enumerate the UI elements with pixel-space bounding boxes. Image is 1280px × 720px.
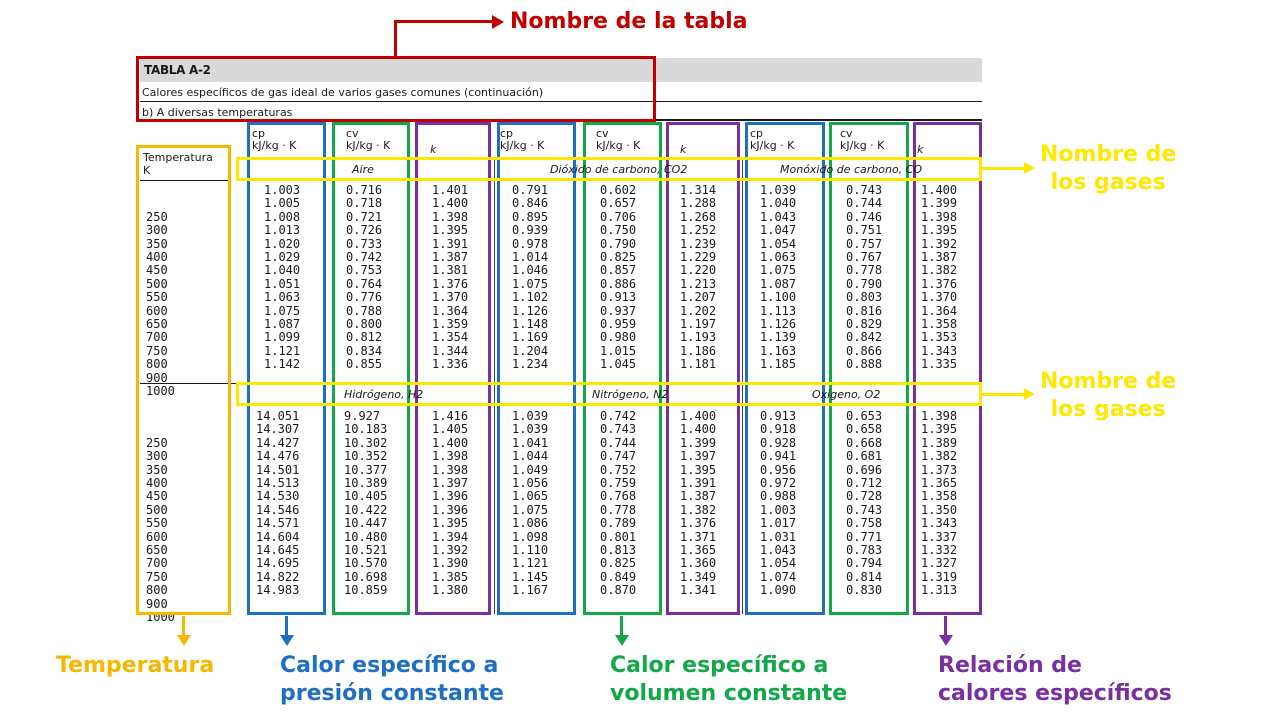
cp-highlight-co [745, 122, 825, 615]
temp-header-rule [140, 180, 228, 181]
n2-cv-values: 0.742 0.743 0.744 0.747 0.752 0.759 0.76… [600, 409, 637, 598]
gas-name-air: Aire [352, 163, 374, 176]
arrow-right-icon [492, 15, 504, 29]
col-header-cp-2: cp kJ/kg · K [500, 127, 545, 152]
arrow-right-icon [1024, 388, 1035, 400]
cp-highlight-air [247, 122, 326, 615]
h2-k-values: 1.416 1.405 1.400 1.398 1.398 1.397 1.39… [432, 409, 469, 598]
air-k-values: 1.401 1.400 1.398 1.395 1.391 1.387 1.38… [432, 183, 469, 372]
o2-cp-values: 0.913 0.918 0.928 0.941 0.956 0.972 0.98… [760, 409, 797, 598]
arrow-down-icon [939, 635, 953, 646]
h2-cp-values: 14.051 14.307 14.427 14.476 14.501 14.51… [256, 409, 300, 598]
group-divider-2 [742, 160, 743, 614]
table-name-line-h [394, 20, 494, 23]
table-name-highlight [136, 56, 656, 122]
arrow-down-icon [615, 635, 629, 646]
annotation-table-name: Nombre de la tabla [510, 9, 748, 34]
gas-name-co: Monóxido de carbono, CO [780, 163, 923, 176]
o2-cv-values: 0.653 0.658 0.668 0.681 0.696 0.712 0.72… [846, 409, 883, 598]
annotation-k: Relación de calores específicos [938, 653, 1172, 706]
cv-arrow-line [620, 616, 623, 636]
gas-name-h2: Hidrógeno, H2 [344, 388, 424, 401]
cv-highlight-air [332, 122, 410, 615]
table-title: TABLA A-2 [144, 63, 211, 77]
temperatures-top: 250 300 350 400 450 500 550 600 650 700 … [146, 209, 175, 399]
air-cp-values: 1.003 1.005 1.008 1.013 1.020 1.029 1.04… [264, 183, 301, 372]
group-divider-1 [494, 160, 495, 614]
temperature-column-bottom: 250 300 350 400 450 500 550 600 650 700 … [146, 410, 226, 638]
table-name-line [394, 20, 397, 56]
col-header-cv-1: cv kJ/kg · K [346, 127, 391, 152]
temperatures-bottom: 250 300 350 400 450 500 550 600 650 700 … [146, 435, 175, 625]
co2-cp-values: 0.791 0.846 0.895 0.939 0.978 1.014 1.04… [512, 183, 549, 372]
temp-arrow-line [182, 616, 185, 636]
table-title-bar: TABLA A-2 [140, 58, 982, 82]
n2-k-values: 1.400 1.400 1.399 1.397 1.395 1.391 1.38… [680, 409, 717, 598]
k-highlight-air [415, 122, 491, 615]
temp-header: Temperatura K [143, 151, 213, 177]
cv-highlight-co [829, 122, 909, 615]
annotation-cp: Calor específico a presión constante [280, 653, 504, 706]
n2-cp-values: 1.039 1.039 1.041 1.044 1.049 1.056 1.06… [512, 409, 549, 598]
h2-cv-values: 9.927 10.183 10.302 10.352 10.377 10.389… [344, 409, 388, 598]
table-caption-text: Calores específicos de gas ideal de vari… [142, 86, 544, 99]
co2-k-values: 1.314 1.288 1.268 1.252 1.239 1.229 1.22… [680, 183, 717, 372]
annotation-cv: Calor específico a volumen constante [610, 653, 848, 706]
gas-name-co2: Dióxido de carbono, CO2 [550, 163, 688, 176]
col-header-k-1: k [430, 143, 437, 156]
co-cv-values: 0.743 0.744 0.746 0.751 0.757 0.767 0.77… [846, 183, 883, 372]
col-header-cp-1: cp kJ/kg · K [252, 127, 297, 152]
col-header-cv-2: cv kJ/kg · K [596, 127, 641, 152]
co-cp-values: 1.039 1.040 1.043 1.047 1.054 1.063 1.07… [760, 183, 797, 372]
annotation-gas-names-top: Nombre de los gases [1040, 142, 1177, 195]
gas-name-o2: Oxígeno, O2 [812, 388, 881, 401]
cp-arrow-line [285, 616, 288, 636]
temperature-column-top: 250 300 350 400 450 500 550 600 650 700 … [146, 184, 226, 412]
k-highlight-co2 [666, 122, 740, 615]
cp-highlight-co2 [497, 122, 576, 615]
gas-names-highlight-top [236, 157, 982, 181]
col-header-k-2: k [680, 143, 687, 156]
col-header-cv-3: cv kJ/kg · K [840, 127, 885, 152]
caption-rule [140, 101, 982, 102]
temperature-highlight [136, 145, 231, 615]
annotation-temperature: Temperatura [56, 653, 215, 678]
gas-arrow-line-top [982, 167, 1026, 170]
k-arrow-line [944, 616, 947, 636]
co2-cv-values: 0.602 0.657 0.706 0.750 0.790 0.825 0.85… [600, 183, 637, 372]
k-highlight-co [913, 122, 982, 615]
air-cv-values: 0.716 0.718 0.721 0.726 0.733 0.742 0.75… [346, 183, 383, 372]
col-header-k-3: k [917, 143, 924, 156]
co-k-values: 1.400 1.399 1.398 1.395 1.392 1.387 1.38… [921, 183, 958, 372]
table-subtitle-text: b) A diversas temperaturas [142, 106, 293, 119]
col-header-cp-3: cp kJ/kg · K [750, 127, 795, 152]
gas-name-n2: Nitrógeno, N2 [592, 388, 669, 401]
gas-arrow-line-bottom [982, 393, 1026, 396]
arrow-down-icon [177, 635, 191, 646]
annotation-gas-names-bottom: Nombre de los gases [1040, 369, 1177, 422]
o2-k-values: 1.398 1.395 1.389 1.382 1.373 1.365 1.35… [921, 409, 958, 598]
gas-names-highlight-bottom [236, 382, 982, 406]
arrow-down-icon [280, 635, 294, 646]
arrow-right-icon [1024, 162, 1035, 174]
cv-highlight-co2 [583, 122, 662, 615]
